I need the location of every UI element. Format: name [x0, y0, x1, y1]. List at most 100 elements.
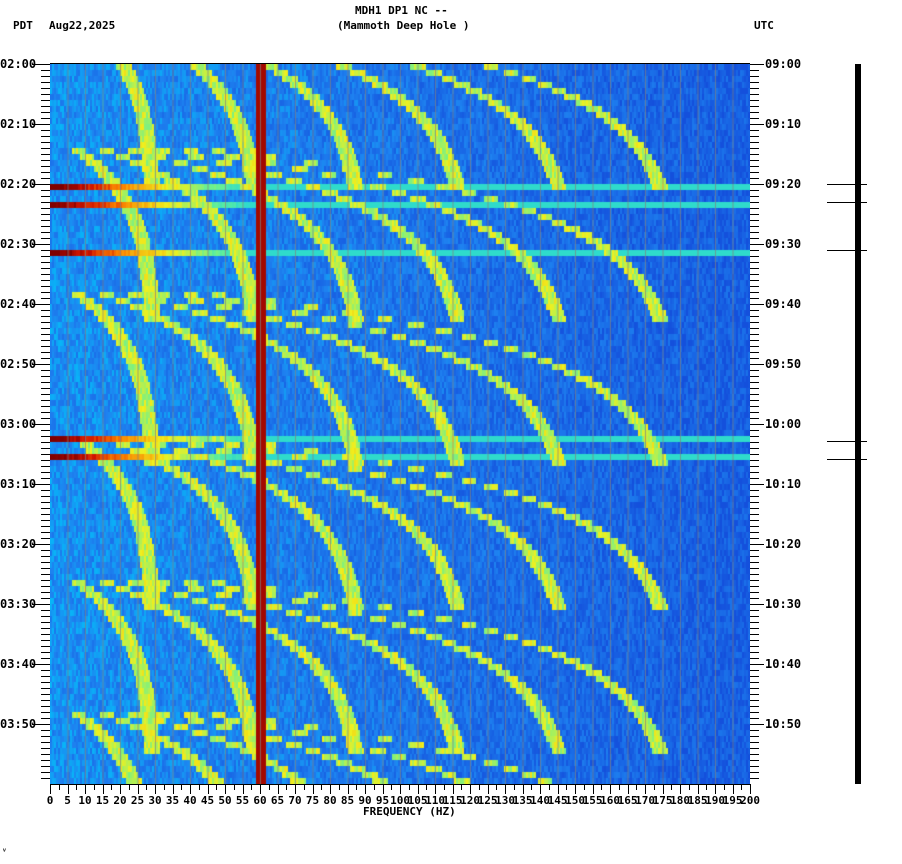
right-tick — [750, 700, 759, 701]
left-tick — [41, 322, 50, 323]
left-tick — [41, 772, 50, 773]
right-tick — [750, 112, 759, 113]
right-tick — [750, 754, 759, 755]
x-minor-tick — [216, 784, 218, 790]
left-tick — [41, 340, 50, 341]
right-tick — [750, 514, 759, 515]
left-tick — [41, 586, 50, 587]
left-tick — [32, 544, 50, 545]
right-tick — [750, 520, 759, 521]
x-minor-tick — [470, 784, 471, 790]
right-tick — [750, 268, 759, 269]
right-tick — [750, 190, 759, 191]
x-minor-tick — [715, 784, 716, 790]
x-minor-tick — [242, 784, 244, 790]
left-tick — [41, 370, 50, 371]
x-minor-tick — [321, 784, 323, 790]
x-tick-label: 200 — [740, 794, 760, 807]
x-minor-tick — [723, 784, 725, 790]
x-tick-label: 100 — [390, 794, 410, 807]
x-minor-tick — [251, 784, 253, 790]
x-minor-tick — [478, 784, 480, 790]
left-tick — [41, 112, 50, 113]
right-tick — [750, 748, 759, 749]
left-tick — [41, 430, 50, 431]
right-tick — [750, 670, 759, 671]
right-tick — [750, 664, 764, 665]
left-tick — [41, 622, 50, 623]
right-tick — [750, 262, 759, 263]
right-tick — [750, 346, 759, 347]
right-tick — [750, 214, 759, 215]
left-tick — [41, 76, 50, 77]
x-minor-tick — [198, 784, 200, 790]
right-tick — [750, 178, 759, 179]
left-tick — [41, 142, 50, 143]
right-tick — [750, 466, 759, 467]
right-tick — [750, 70, 759, 71]
right-tick — [750, 742, 759, 743]
right-tick — [750, 340, 759, 341]
x-minor-tick — [697, 784, 699, 790]
x-minor-tick — [750, 784, 751, 790]
right-tick — [750, 484, 764, 485]
left-tick — [32, 664, 50, 665]
x-minor-tick — [741, 784, 743, 790]
right-tick-label: 09:10 — [765, 117, 802, 131]
x-minor-tick — [557, 784, 559, 790]
x-minor-tick — [172, 784, 174, 790]
x-tick-label: 70 — [288, 794, 302, 807]
left-tick — [41, 160, 50, 161]
x-minor-tick — [102, 784, 104, 790]
right-tick — [750, 460, 759, 461]
x-tick-label: 195 — [722, 794, 743, 807]
x-minor-tick — [618, 784, 620, 790]
left-tick — [41, 454, 50, 455]
right-tick — [750, 778, 759, 779]
left-tick — [41, 238, 50, 239]
x-minor-tick — [601, 784, 603, 790]
left-tick — [41, 154, 50, 155]
right-tick-label: 09:00 — [765, 57, 802, 71]
right-tick — [750, 202, 759, 203]
x-minor-tick — [583, 784, 585, 790]
x-tick-label: 55 — [235, 794, 250, 807]
right-tick-label: 10:20 — [765, 537, 802, 551]
x-minor-tick — [225, 784, 226, 790]
x-minor-tick — [312, 784, 314, 790]
left-tick — [41, 94, 50, 95]
x-minor-tick — [120, 784, 121, 790]
x-tick-label: 160 — [600, 794, 620, 807]
right-tick — [750, 394, 759, 395]
right-tick — [750, 250, 759, 251]
left-tick — [41, 250, 50, 251]
x-minor-tick — [295, 784, 296, 790]
x-tick-label: 190 — [705, 794, 725, 807]
x-tick-label: 40 — [183, 794, 197, 807]
x-minor-tick — [391, 784, 393, 790]
left-tick — [41, 436, 50, 437]
x-minor-tick — [58, 784, 60, 790]
x-minor-tick — [443, 784, 445, 790]
right-tick — [750, 136, 759, 137]
x-minor-tick — [408, 784, 410, 790]
left-tick — [41, 448, 50, 449]
left-tick-label: 03:30 — [0, 597, 37, 611]
right-tick-label: 09:20 — [765, 177, 802, 191]
right-tick — [750, 316, 759, 317]
left-tick — [41, 730, 50, 731]
right-tick — [750, 442, 759, 443]
x-tick-label: 185 — [687, 794, 708, 807]
right-tick — [750, 580, 759, 581]
left-tick — [41, 550, 50, 551]
left-tick-label: 02:10 — [0, 117, 37, 131]
left-tick — [41, 496, 50, 497]
right-tick — [750, 502, 759, 503]
left-tick — [41, 682, 50, 683]
x-minor-tick — [452, 784, 454, 790]
right-tick — [750, 148, 759, 149]
right-tick — [750, 424, 764, 425]
x-tick-label: 50 — [218, 794, 232, 807]
left-tick — [41, 760, 50, 761]
left-tick — [41, 706, 50, 707]
